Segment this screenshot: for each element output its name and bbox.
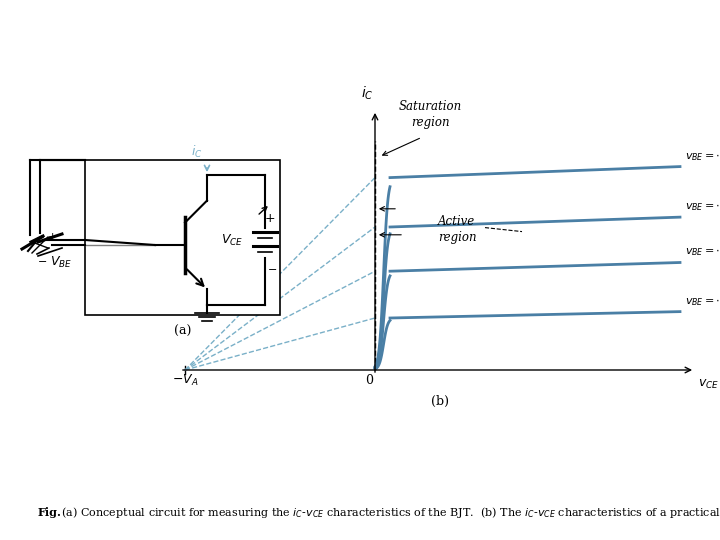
Text: $v_{BE} = \cdots$: $v_{BE} = \cdots$: [685, 201, 720, 213]
Text: $-V_A$: $-V_A$: [172, 373, 198, 388]
Text: $v_{BE} = \cdots$: $v_{BE} = \cdots$: [685, 247, 720, 259]
Text: $V_{BE}$: $V_{BE}$: [50, 255, 72, 270]
Bar: [85, 160, 280, 315]
Text: +: +: [265, 212, 275, 225]
Text: $V_{CE}$: $V_{CE}$: [221, 232, 243, 247]
Text: $i_C$: $i_C$: [361, 85, 373, 102]
Text: Active
region: Active region: [438, 215, 477, 244]
Text: $-$: $-$: [267, 263, 277, 273]
Text: Saturation
region: Saturation region: [398, 100, 462, 129]
Text: Fig.: Fig.: [38, 508, 62, 518]
Text: $v_{BE} = \cdots$: $v_{BE} = \cdots$: [685, 151, 720, 163]
Text: $-$: $-$: [37, 255, 47, 265]
Text: 0: 0: [365, 374, 373, 387]
Text: (a): (a): [174, 325, 192, 338]
Text: +: +: [48, 232, 57, 242]
Text: (a) Conceptual circuit for measuring the $i_C$-$v_{CE}$ characteristics of the B: (a) Conceptual circuit for measuring the…: [58, 505, 720, 521]
Text: $v_{CE}$: $v_{CE}$: [698, 377, 719, 390]
Text: $i_C$: $i_C$: [192, 144, 203, 160]
Text: $v_{BE} = \cdots$: $v_{BE} = \cdots$: [685, 296, 720, 308]
Text: (b): (b): [431, 395, 449, 408]
